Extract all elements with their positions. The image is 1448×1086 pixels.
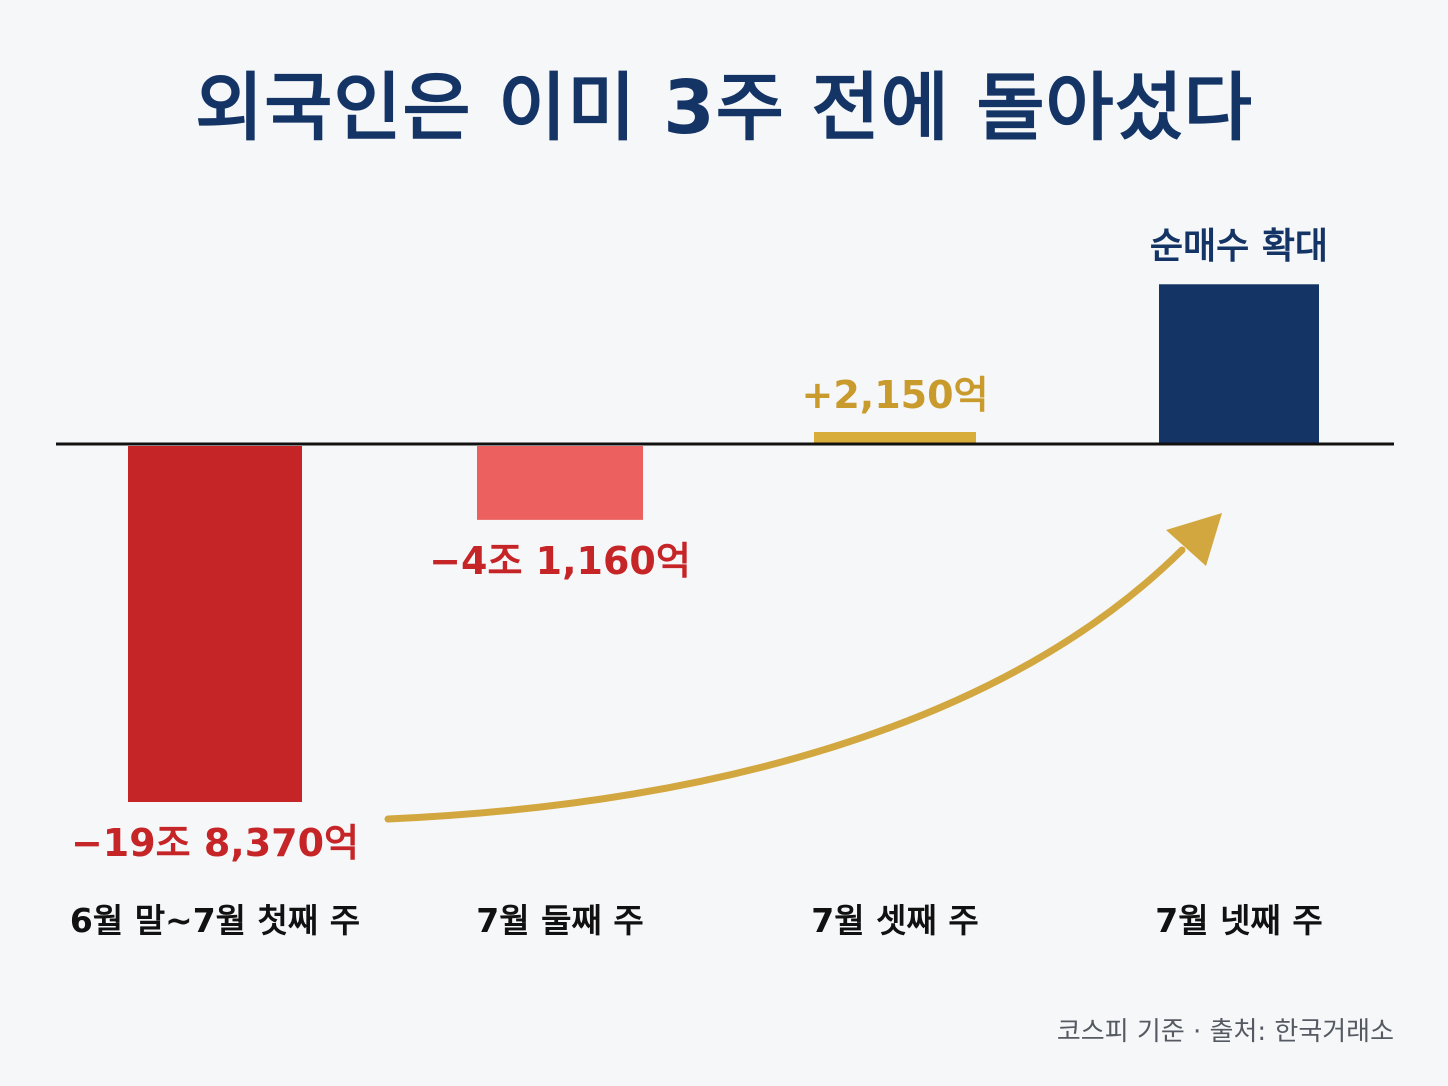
- bar-3: [814, 432, 976, 444]
- category-label-3: 7월 셋째 주: [811, 901, 978, 940]
- chart-title: 외국인은 이미 3주 전에 돌아섰다: [195, 65, 1253, 151]
- value-label-1: −19조 8,370억: [71, 821, 359, 865]
- value-label-2: −4조 1,160억: [429, 539, 691, 583]
- trend-arrow: [384, 546, 1186, 823]
- source-note: 코스피 기준 · 출처: 한국거래소: [1056, 1017, 1394, 1047]
- bar-4: [1159, 284, 1319, 444]
- trend-arrow-head: [1166, 513, 1222, 566]
- labels-layer: −19조 8,370억 6월 말~7월 첫째 주 −4조 1,160억 7월 둘째 주…: [70, 373, 1323, 940]
- trend-layer: [384, 513, 1222, 823]
- bar-annotation: 순매수 확대: [1150, 226, 1328, 267]
- category-label-1: 6월 말~7월 첫째 주: [70, 901, 360, 940]
- bar-1: [128, 446, 302, 802]
- category-label-4: 7월 넷째 주: [1155, 901, 1322, 940]
- bar-2: [477, 446, 643, 520]
- category-label-2: 7월 둘째 주: [476, 901, 643, 940]
- value-label-3: +2,150억: [802, 373, 989, 417]
- bars-layer: [128, 284, 1319, 802]
